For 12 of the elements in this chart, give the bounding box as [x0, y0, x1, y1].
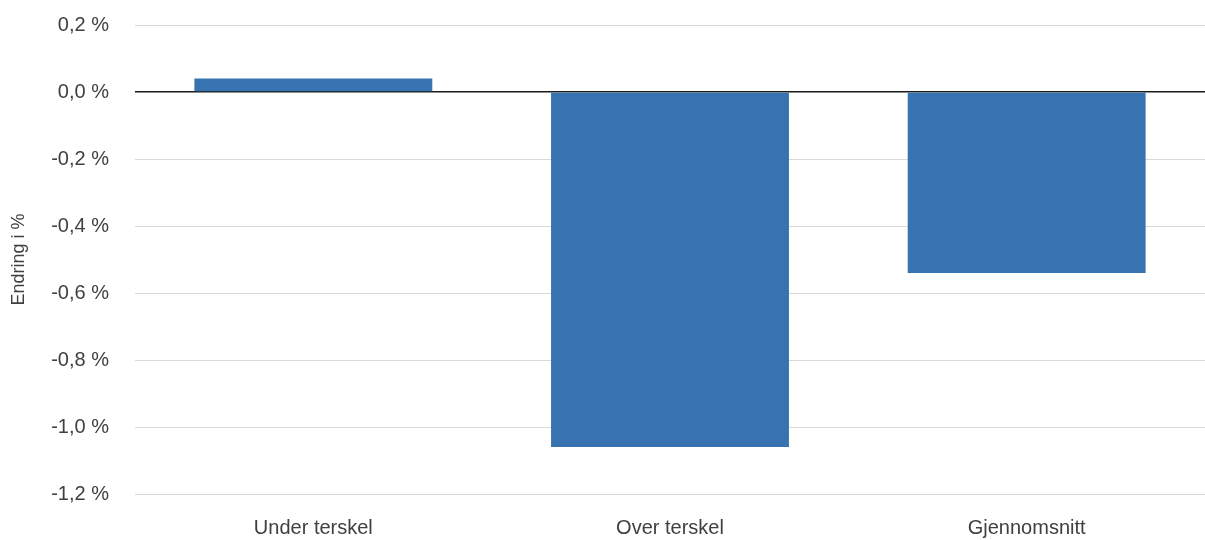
y-tick-label: -1,0 % [51, 414, 110, 437]
y-tick-label: -0,4 % [51, 213, 110, 236]
y-tick-label: 0,0 % [57, 79, 110, 102]
y-tick-label: -0,2 % [51, 146, 110, 169]
y-tick-label: -0,8 % [51, 347, 110, 370]
x-tick-label: Gjennomsnitt [967, 515, 1087, 538]
y-axis-title: Endring i % [7, 213, 28, 306]
x-tick-label: Under terskel [253, 515, 373, 538]
y-tick-label: 0,2 % [57, 12, 110, 35]
y-tick-label: -1,2 % [51, 481, 110, 504]
y-tick-label: -0,6 % [51, 280, 110, 303]
x-tick-label: Over terskel [616, 515, 724, 538]
